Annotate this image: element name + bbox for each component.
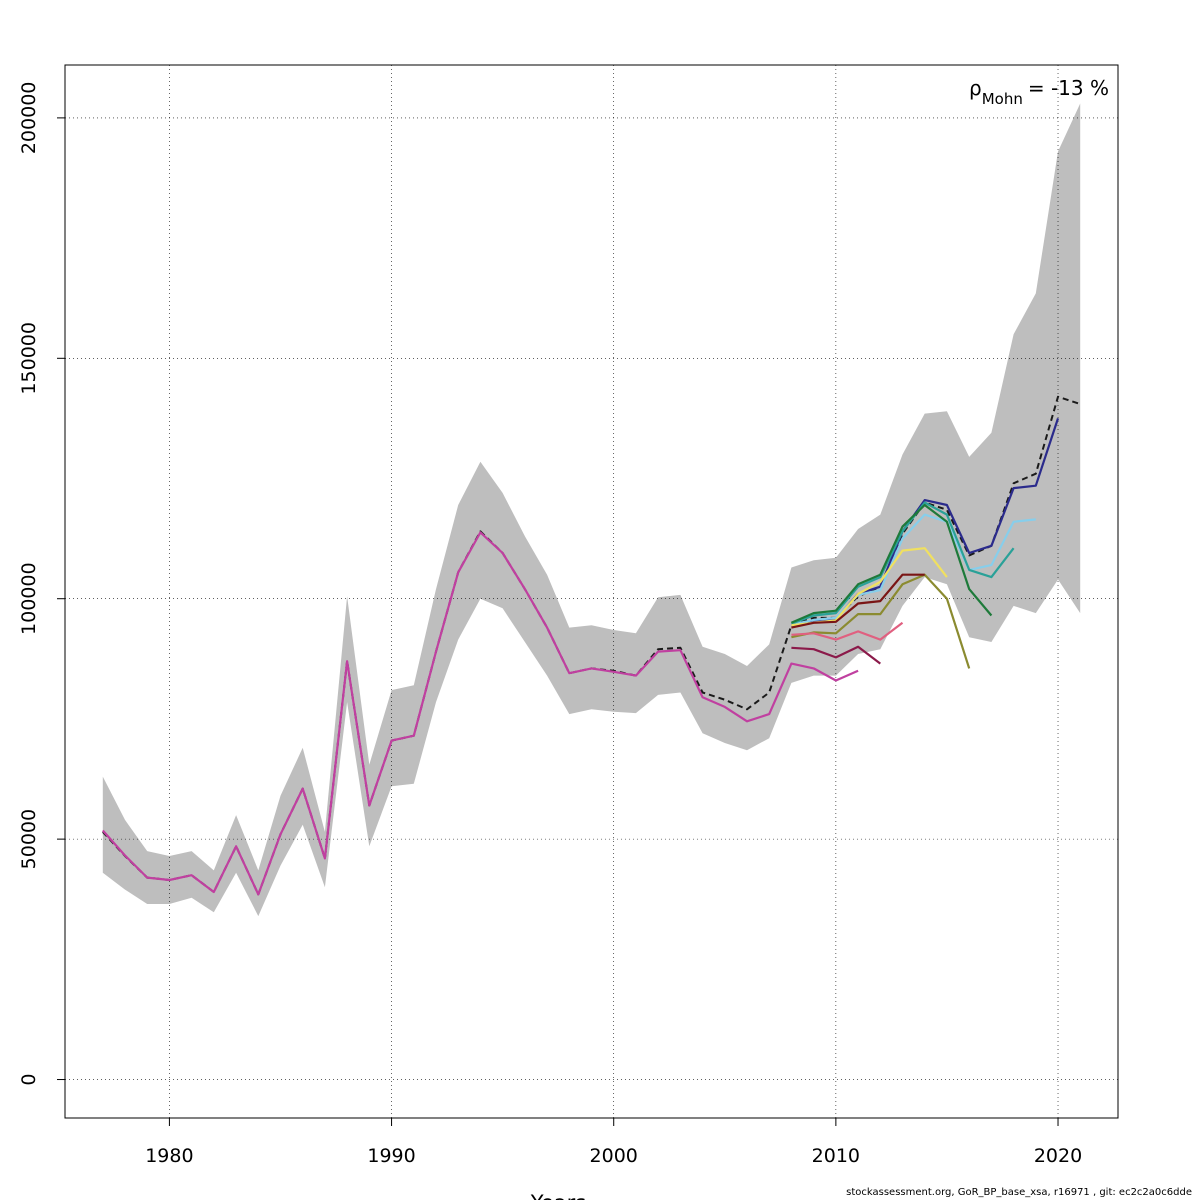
series-line-7	[791, 573, 925, 629]
y-tick-label: 150000	[18, 322, 40, 395]
y-tick-label: 200000	[18, 82, 40, 155]
y-tick-label: 50000	[18, 809, 40, 869]
axis-layer: 1980 1990 2000 2010 2020 0 50000 100000 150000 20…	[18, 82, 1082, 1167]
x-tick-label: 1980	[145, 1145, 193, 1167]
footer-credit: stockassessment.org, GoR_BP_base_xsa, r1…	[846, 1187, 1192, 1198]
x-tick-label: 2020	[1034, 1145, 1082, 1167]
series-line-6	[791, 573, 971, 669]
x-tick-label: 2010	[812, 1145, 860, 1167]
series-line-10	[101, 531, 859, 896]
x-axis-title: Years	[530, 1191, 586, 1200]
confidence-band	[102, 103, 1081, 917]
y-tick-label: 0	[18, 1073, 40, 1085]
confidence-band-layer	[102, 103, 1081, 917]
series-line-4	[790, 503, 993, 624]
plot-frame	[64, 64, 1119, 1119]
rho-symbol: ρ	[969, 76, 982, 100]
series-layer	[101, 395, 1081, 896]
rho-value: = -13 %	[1028, 76, 1109, 100]
x-tick-label: 1990	[367, 1145, 415, 1167]
rho-annotation: ρMohn = -13 %	[969, 76, 1109, 108]
series-line-2	[791, 513, 1036, 626]
series-line-8	[791, 621, 904, 641]
series-line-3	[791, 501, 1015, 625]
series-line-9	[791, 645, 881, 665]
rho-subscript: Mohn	[982, 90, 1023, 108]
y-tick-label: 100000	[18, 562, 40, 635]
x-tick-label: 2000	[590, 1145, 638, 1167]
